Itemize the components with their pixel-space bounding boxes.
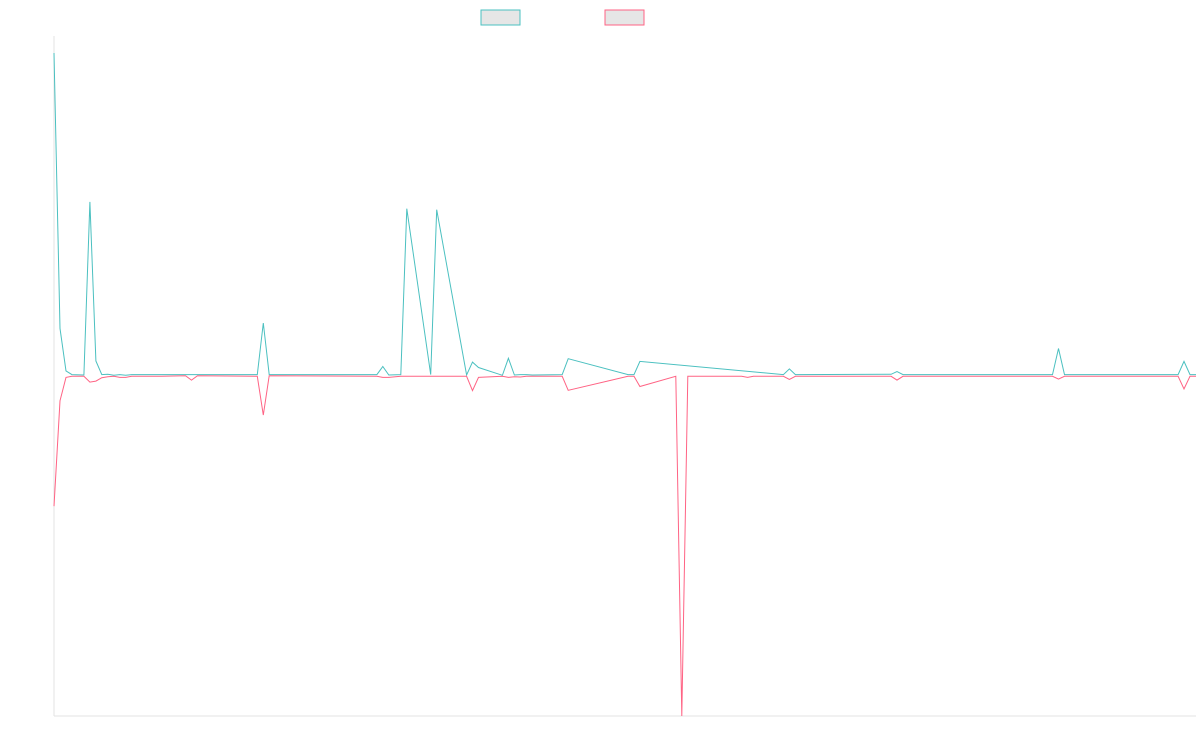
series-1-line (53, 52, 1196, 377)
series-2-line (53, 375, 1196, 717)
legend-swatch-series-2[interactable] (604, 9, 645, 26)
axes (53, 36, 1196, 717)
series-1 (53, 52, 1196, 377)
series-2 (53, 375, 1196, 717)
plot-area (53, 52, 1196, 717)
legend-swatch-series-1[interactable] (480, 9, 521, 26)
legend (480, 9, 645, 26)
